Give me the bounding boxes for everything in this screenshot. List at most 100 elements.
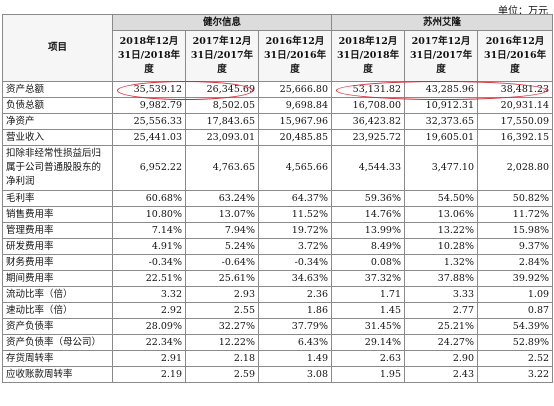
table-cell: 4.91% — [112, 238, 186, 255]
table-cell: 1.49 — [257, 350, 333, 367]
table-cell: 3.32 — [112, 286, 186, 303]
table-cell: 10.80% — [112, 206, 186, 223]
table-cell: 29.14% — [331, 334, 406, 351]
table-cell: 3.22 — [477, 366, 554, 383]
table-cell: 11.52% — [257, 206, 333, 223]
table-row: 资产负债率（母公司） 22.34% 12.22% 6.43% 29.14% 24.27% 5… — [2, 334, 554, 351]
table-cell: 19.72% — [257, 222, 333, 239]
row-label: 速动比率（倍） — [2, 302, 113, 319]
table-row: 管理费用率 7.14% 7.94% 19.72% 13.99% 13.22% 15.98% — [2, 222, 554, 239]
table-cell: 1.32% — [404, 254, 479, 271]
table-cell: 7.14% — [112, 222, 186, 239]
table-cell: 8.49% — [331, 238, 406, 255]
table-row: 资产总额 35,539.12 26,345.69 25,666.80 53,131.82… — [2, 81, 554, 98]
table-cell: 1.95 — [331, 366, 406, 383]
row-label: 资产负债率（母公司） — [2, 334, 113, 351]
table-cell: 25,666.80 — [257, 81, 333, 98]
table-cell: 15,967.96 — [257, 113, 333, 130]
table-cell: 15.98% — [477, 222, 554, 239]
table-cell: 23,093.01 — [185, 129, 259, 146]
table-cell: 3.72% — [257, 238, 333, 255]
table-cell: 0.08% — [331, 254, 406, 271]
table-cell: 25.21% — [404, 318, 479, 335]
table-cell: 25,556.33 — [112, 113, 186, 130]
table-cell: 28.09% — [112, 318, 186, 335]
table-cell: 19,605.01 — [404, 129, 479, 146]
row-label: 财务费用率 — [2, 254, 113, 271]
table-cell: 2.55 — [185, 302, 259, 319]
table-cell: 54.39% — [477, 318, 554, 335]
table-cell: 25.61% — [185, 270, 259, 287]
table-cell: 4,763.65 — [185, 145, 259, 191]
table-cell: 2.19 — [112, 366, 186, 383]
table-cell: 32.27% — [185, 318, 259, 335]
table-cell: 9,698.84 — [257, 97, 333, 114]
table-cell: 39.92% — [477, 270, 554, 287]
table-cell: 10.28% — [404, 238, 479, 255]
table-cell: 9.37% — [477, 238, 554, 255]
table-cell: 2.59 — [185, 366, 259, 383]
row-label: 负债总额 — [2, 97, 113, 114]
table-row: 销售费用率 10.80% 13.07% 11.52% 14.76% 13.06% 11.72… — [2, 206, 554, 223]
table-row: 净资产 25,556.33 17,843.65 15,967.96 36,423.82 3… — [2, 113, 554, 130]
row-label: 净资产 — [2, 113, 113, 130]
table-cell: 2.92 — [112, 302, 186, 319]
table-cell: 60.68% — [112, 190, 186, 207]
item-column-header: 项目 — [2, 14, 113, 82]
period-header: 2017年12月31日/2017年度 — [185, 30, 259, 82]
row-label: 管理费用率 — [2, 222, 113, 239]
table-cell: 12.22% — [185, 334, 259, 351]
table-cell: 3,477.10 — [404, 145, 479, 191]
table-cell: 3.08 — [257, 366, 333, 383]
table-cell: 34.63% — [257, 270, 333, 287]
table-cell: 17,843.65 — [185, 113, 259, 130]
table-cell: 16,708.00 — [331, 97, 406, 114]
table-cell: 13.22% — [404, 222, 479, 239]
row-label: 销售费用率 — [2, 206, 113, 223]
row-label: 应收账款周转率 — [2, 366, 113, 383]
table-row: 研发费用率 4.91% 5.24% 3.72% 8.49% 10.28% 9.37% — [2, 238, 554, 255]
table-cell: 2.43 — [404, 366, 479, 383]
table-cell: 17,550.09 — [477, 113, 554, 130]
row-label: 资产负债率 — [2, 318, 113, 335]
table-cell: 23,925.72 — [331, 129, 406, 146]
table-cell: 6,952.22 — [112, 145, 186, 191]
table-cell: -0.34% — [112, 254, 186, 271]
table-cell: 53,131.82 — [331, 81, 406, 98]
table-cell: 1.45 — [331, 302, 406, 319]
row-label: 存货周转率 — [2, 350, 113, 367]
table-cell: 59.36% — [331, 190, 406, 207]
financial-comparison-table: 项目 健尔信息 苏州艾隆 2018年12月31日/2018年度 2017年12月… — [2, 14, 554, 383]
table-cell: 1.71 — [331, 286, 406, 303]
table-cell: 2.93 — [185, 286, 259, 303]
table-cell: 20,931.14 — [477, 97, 554, 114]
table-row: 负债总额 9,982.79 8,502.05 9,698.84 16,708.00 10,… — [2, 97, 554, 114]
table-cell: 13.07% — [185, 206, 259, 223]
table-cell: 26,345.69 — [185, 81, 259, 98]
table-cell: 22.34% — [112, 334, 186, 351]
table-cell: 37.32% — [331, 270, 406, 287]
table-row: 扣除非经常性损益后归属于公司普通股股东的净利润 6,952.22 4,763.65 4… — [2, 145, 554, 191]
table-cell: 22.51% — [112, 270, 186, 287]
table-cell: 37.79% — [257, 318, 333, 335]
table-cell: 32,373.65 — [404, 113, 479, 130]
table-cell: 7.94% — [185, 222, 259, 239]
period-header: 2018年12月31日/2018年度 — [331, 30, 406, 82]
table-cell: 10,912.31 — [404, 97, 479, 114]
row-label: 扣除非经常性损益后归属于公司普通股股东的净利润 — [2, 145, 113, 191]
table-cell: 4,565.66 — [257, 145, 333, 191]
table-cell: 31.45% — [331, 318, 406, 335]
table-cell: 2.63 — [331, 350, 406, 367]
table-cell: 2.36 — [257, 286, 333, 303]
period-header: 2016年12月31日/2016年度 — [257, 30, 333, 82]
table-cell: 37.88% — [404, 270, 479, 287]
table-cell: 9,982.79 — [112, 97, 186, 114]
table-cell: 36,423.82 — [331, 113, 406, 130]
table-cell: 11.72% — [477, 206, 554, 223]
table-body: 资产总额 35,539.12 26,345.69 25,666.80 53,131.82… — [2, 81, 554, 383]
row-label: 研发费用率 — [2, 238, 113, 255]
table-cell: 0.87 — [477, 302, 554, 319]
table-cell: 13.99% — [331, 222, 406, 239]
unit-label: 单位：万元 — [498, 6, 548, 17]
table-cell: 3.33 — [404, 286, 479, 303]
